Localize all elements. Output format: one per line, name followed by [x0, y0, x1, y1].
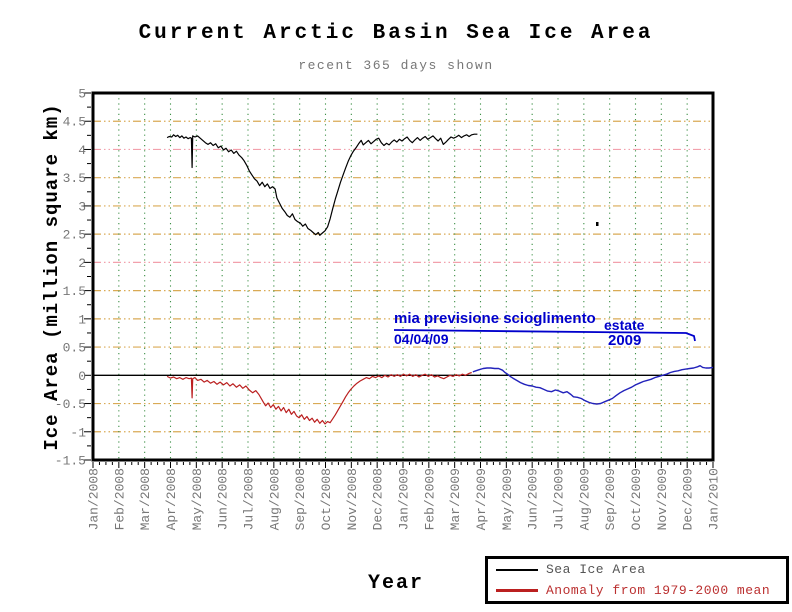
x-tick-label: Jan/2009 [397, 468, 412, 530]
x-tick-label: Aug/2008 [267, 468, 282, 530]
y-tick-label: 0 [78, 369, 86, 384]
y-tick-label: 2 [78, 256, 86, 271]
forecast-annotation-date: 04/04/09 [394, 331, 449, 347]
forecast-annotation-underline [393, 329, 696, 342]
y-tick-label: 2.5 [63, 228, 86, 243]
legend-item-anomaly: Anomaly from 1979-2000 mean [488, 582, 786, 600]
x-tick-label: Sep/2009 [603, 468, 618, 530]
x-tick-label: Nov/2009 [655, 468, 670, 530]
chart-subtitle: recent 365 days shown [298, 58, 494, 73]
plot-border [91, 91, 715, 462]
legend-label-anomaly: Anomaly from 1979-2000 mean [546, 583, 771, 598]
anomaly-line [166, 371, 472, 425]
y-tick-label: 0.5 [63, 341, 86, 356]
legend-line-sample-sea-ice [496, 568, 538, 571]
y-tick-label: -1 [70, 425, 86, 440]
x-tick-label: Oct/2008 [319, 468, 334, 530]
forecast-annotation-estate: estate [604, 317, 645, 333]
legend-label-sea-ice: Sea Ice Area [546, 562, 646, 577]
stray-mark [596, 222, 599, 226]
x-tick-label: Jan/2008 [87, 468, 102, 530]
x-tick-label: Jul/2008 [242, 468, 257, 530]
x-tick-label: Dec/2008 [371, 468, 386, 530]
y-tick-label: 3 [78, 199, 86, 214]
forecast-annotation-title: mia previsione scioglimento [394, 310, 596, 327]
x-tick-label: Nov/2008 [345, 468, 360, 530]
x-tick-label: Jun/2009 [526, 468, 541, 530]
x-tick-label: Feb/2008 [112, 468, 127, 530]
y-tick-label: 1 [78, 312, 86, 327]
x-tick-label: Apr/2009 [474, 468, 489, 530]
x-tick-label: Sep/2008 [293, 468, 308, 530]
y-tick-label: 4 [78, 143, 86, 158]
x-axis-label: Year [367, 572, 424, 595]
x-tick-label: Jan/2010 [707, 468, 722, 530]
legend-line-sample-anomaly [496, 589, 538, 592]
y-tick-label: 1.5 [63, 284, 86, 299]
legend-box: Sea Ice Area Anomaly from 1979-2000 mean [485, 556, 789, 604]
x-tick-label: Dec/2009 [681, 468, 696, 530]
y-tick-label: 3.5 [63, 171, 86, 186]
x-tick-label: Apr/2008 [164, 468, 179, 530]
chart-title: Current Arctic Basin Sea Ice Area [138, 22, 654, 45]
forecast-annotation-year: 2009 [608, 332, 642, 349]
x-tick-label: Feb/2009 [422, 468, 437, 530]
x-tick-label: Oct/2009 [629, 468, 644, 530]
x-tick-label: Mar/2008 [138, 468, 153, 530]
sea-ice-line [166, 133, 478, 236]
y-tick-label: 4.5 [63, 115, 86, 130]
legend-item-sea-ice: Sea Ice Area [488, 561, 786, 579]
x-tick-label: Aug/2009 [577, 468, 592, 530]
x-tick-label: Jun/2008 [216, 468, 231, 530]
x-tick-label: Jul/2009 [552, 468, 567, 530]
y-tick-label: -1.5 [55, 454, 86, 469]
x-tick-label: Mar/2009 [448, 468, 463, 530]
y-tick-label: 5 [78, 87, 86, 102]
x-tick-label: May/2008 [190, 468, 205, 530]
forecast-line [472, 365, 714, 405]
x-tick-label: May/2009 [500, 468, 515, 530]
y-tick-label: -0.5 [55, 397, 86, 412]
